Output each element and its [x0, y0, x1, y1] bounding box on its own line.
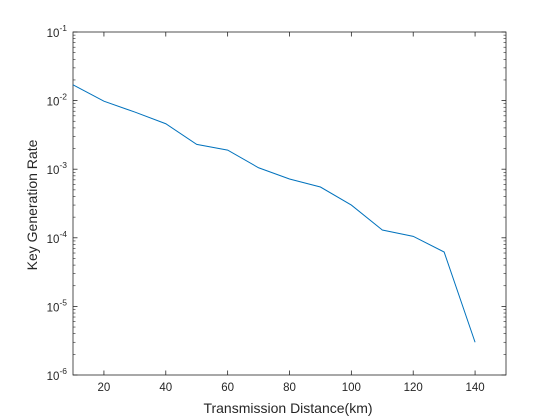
x-tick-label: 80 [283, 382, 296, 394]
y-tick-label: 10-4 [47, 229, 68, 246]
x-tick-label: 40 [159, 382, 172, 394]
y-axis-label: Key Generation Rate [24, 139, 40, 270]
x-axis-ticks: 20 40 60 80 100 120 140 [98, 32, 485, 394]
x-tick-label: 100 [342, 382, 361, 394]
x-tick-label: 120 [404, 382, 423, 394]
x-tick-label: 140 [465, 382, 484, 394]
y-tick-label: 10-3 [47, 160, 68, 177]
x-tick-label: 20 [98, 382, 111, 394]
y-tick-label: 10-1 [47, 23, 68, 40]
x-tick-label: 60 [221, 382, 234, 394]
y-tick-label: 10-6 [47, 366, 68, 383]
y-tick-label: 10-2 [47, 92, 68, 109]
series-line [72, 84, 476, 343]
y-tick-label: 10-5 [47, 297, 68, 314]
x-axis-label: Transmission Distance(km) [203, 400, 372, 416]
y-axis-ticks: 10-6 10-5 10-4 10-3 10-2 10-1 [47, 23, 506, 383]
